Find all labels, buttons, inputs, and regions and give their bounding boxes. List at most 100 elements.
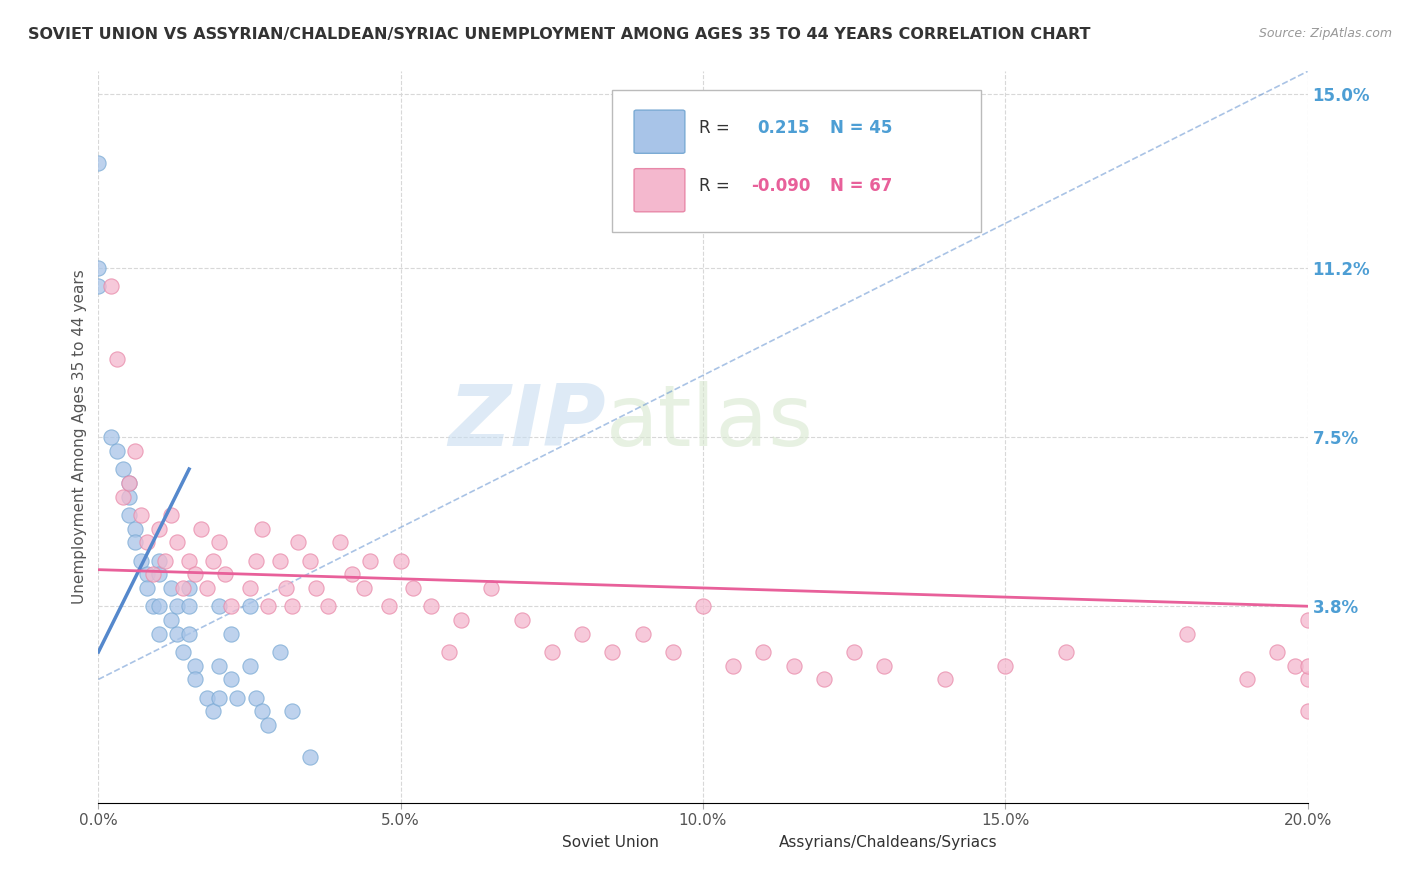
Point: [245, 553, 267, 567]
Point: [153, 553, 176, 567]
Point: [1296, 673, 1319, 687]
Point: [377, 599, 399, 614]
Point: [994, 658, 1017, 673]
Text: Assyrians/Chaldeans/Syriacs: Assyrians/Chaldeans/Syriacs: [779, 835, 998, 850]
Point: [179, 599, 201, 614]
Point: [281, 599, 304, 614]
Point: [226, 690, 249, 705]
Point: [208, 690, 231, 705]
Point: [360, 553, 382, 567]
Point: [208, 599, 231, 614]
Point: [184, 673, 207, 687]
Point: [160, 613, 183, 627]
Point: [179, 553, 201, 567]
Point: [783, 658, 806, 673]
Text: atlas: atlas: [606, 381, 814, 464]
Point: [118, 508, 141, 522]
FancyBboxPatch shape: [613, 90, 981, 232]
Text: R =: R =: [699, 119, 730, 136]
Point: [148, 553, 170, 567]
Point: [221, 673, 243, 687]
Text: R =: R =: [699, 178, 730, 195]
Text: 0.215: 0.215: [758, 119, 810, 136]
Point: [420, 599, 443, 614]
Text: ZIP: ZIP: [449, 381, 606, 464]
FancyBboxPatch shape: [526, 830, 557, 855]
Point: [510, 613, 533, 627]
Point: [148, 599, 170, 614]
FancyBboxPatch shape: [634, 169, 685, 211]
Point: [631, 626, 654, 640]
Point: [239, 581, 262, 595]
Y-axis label: Unemployment Among Ages 35 to 44 years: Unemployment Among Ages 35 to 44 years: [72, 269, 87, 605]
Point: [437, 645, 460, 659]
FancyBboxPatch shape: [742, 830, 775, 855]
Point: [111, 490, 134, 504]
Point: [316, 599, 339, 614]
Text: SOVIET UNION VS ASSYRIAN/CHALDEAN/SYRIAC UNEMPLOYMENT AMONG AGES 35 TO 44 YEARS : SOVIET UNION VS ASSYRIAN/CHALDEAN/SYRIAC…: [28, 27, 1091, 42]
Text: Source: ZipAtlas.com: Source: ZipAtlas.com: [1258, 27, 1392, 40]
Point: [179, 626, 201, 640]
Point: [202, 705, 225, 719]
Point: [124, 443, 146, 458]
Point: [202, 553, 225, 567]
Point: [100, 430, 122, 444]
Point: [402, 581, 425, 595]
Point: [148, 521, 170, 535]
Point: [873, 658, 896, 673]
FancyBboxPatch shape: [634, 110, 685, 153]
Point: [723, 658, 745, 673]
Point: [135, 535, 157, 549]
Point: [184, 567, 207, 582]
Point: [481, 581, 503, 595]
Text: N = 67: N = 67: [830, 178, 893, 195]
Point: [287, 535, 309, 549]
Point: [129, 553, 152, 567]
Point: [148, 567, 170, 582]
Point: [160, 581, 183, 595]
Point: [281, 705, 304, 719]
Point: [124, 521, 146, 535]
Point: [256, 599, 278, 614]
Point: [160, 508, 183, 522]
Point: [166, 599, 188, 614]
Point: [844, 645, 866, 659]
Point: [342, 567, 364, 582]
Point: [256, 718, 278, 732]
Text: -0.090: -0.090: [751, 178, 811, 195]
Point: [269, 553, 291, 567]
Point: [129, 508, 152, 522]
Point: [208, 658, 231, 673]
Point: [1267, 645, 1289, 659]
Point: [221, 626, 243, 640]
Point: [148, 626, 170, 640]
Point: [208, 535, 231, 549]
Point: [105, 352, 128, 367]
Point: [239, 658, 262, 673]
Point: [124, 535, 146, 549]
Point: [111, 462, 134, 476]
Point: [221, 599, 243, 614]
Point: [540, 645, 562, 659]
Point: [1296, 705, 1319, 719]
Point: [250, 705, 273, 719]
Point: [353, 581, 375, 595]
Point: [190, 521, 212, 535]
Point: [752, 645, 775, 659]
Point: [105, 443, 128, 458]
Point: [1284, 658, 1306, 673]
Point: [135, 581, 157, 595]
Point: [299, 553, 322, 567]
Point: [87, 260, 110, 275]
Point: [239, 599, 262, 614]
Point: [389, 553, 412, 567]
Point: [602, 645, 624, 659]
Point: [661, 645, 683, 659]
Point: [1296, 658, 1319, 673]
Point: [571, 626, 593, 640]
Point: [1054, 645, 1077, 659]
Point: [1236, 673, 1258, 687]
Point: [87, 279, 110, 293]
Point: [179, 581, 201, 595]
Point: [450, 613, 472, 627]
